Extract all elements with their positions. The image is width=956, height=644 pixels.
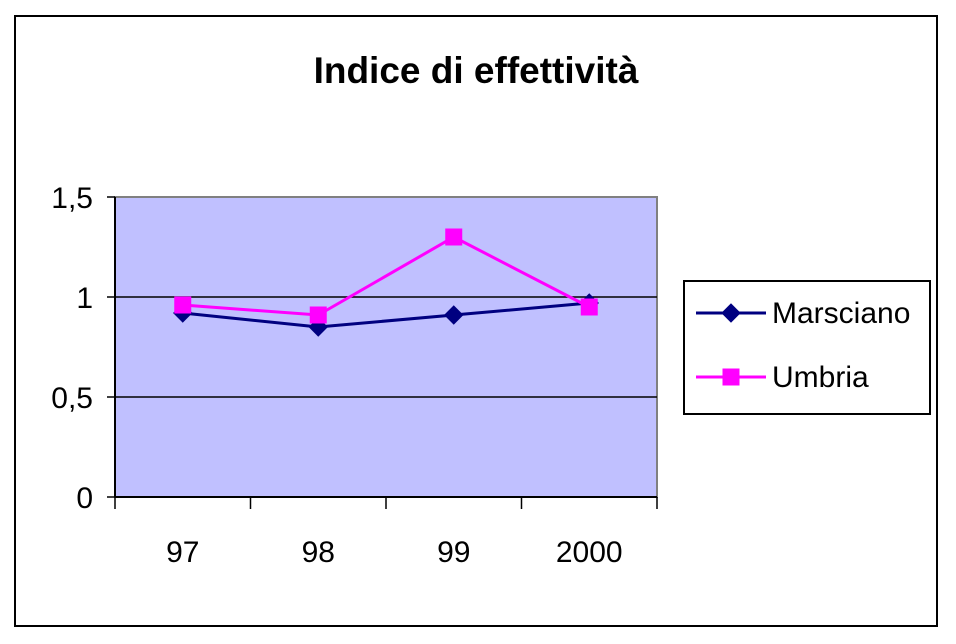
- legend-box: [683, 280, 931, 415]
- data-point: [445, 228, 463, 246]
- legend-label: Marsciano: [772, 297, 910, 330]
- x-tick-label: 97: [166, 536, 199, 569]
- y-tick-label: 1: [76, 282, 93, 315]
- data-point: [444, 305, 464, 325]
- x-tick-label: 99: [437, 536, 470, 569]
- y-tick-label: 0: [76, 482, 93, 515]
- data-point: [309, 306, 327, 324]
- y-tick-label: 1,5: [51, 182, 93, 215]
- y-tick-label: 0,5: [51, 382, 93, 415]
- x-tick-label: 2000: [556, 536, 623, 569]
- series-line: [182, 235, 590, 317]
- series-umbria: [174, 228, 598, 324]
- legend-swatch-marker: [722, 368, 740, 386]
- data-point: [580, 298, 598, 316]
- legend-swatch-marker: [721, 303, 741, 323]
- plot-area: 0 0,5 1 1,5 97 98 99 2000: [51, 182, 658, 569]
- x-tick-label: 98: [302, 536, 335, 569]
- chart-title: Indice di effettività: [314, 50, 639, 91]
- plot-background: [114, 196, 658, 498]
- data-point: [174, 296, 192, 314]
- series-line: [182, 301, 590, 329]
- legend: Marsciano Umbria: [683, 280, 931, 415]
- legend-label: Umbria: [772, 361, 869, 394]
